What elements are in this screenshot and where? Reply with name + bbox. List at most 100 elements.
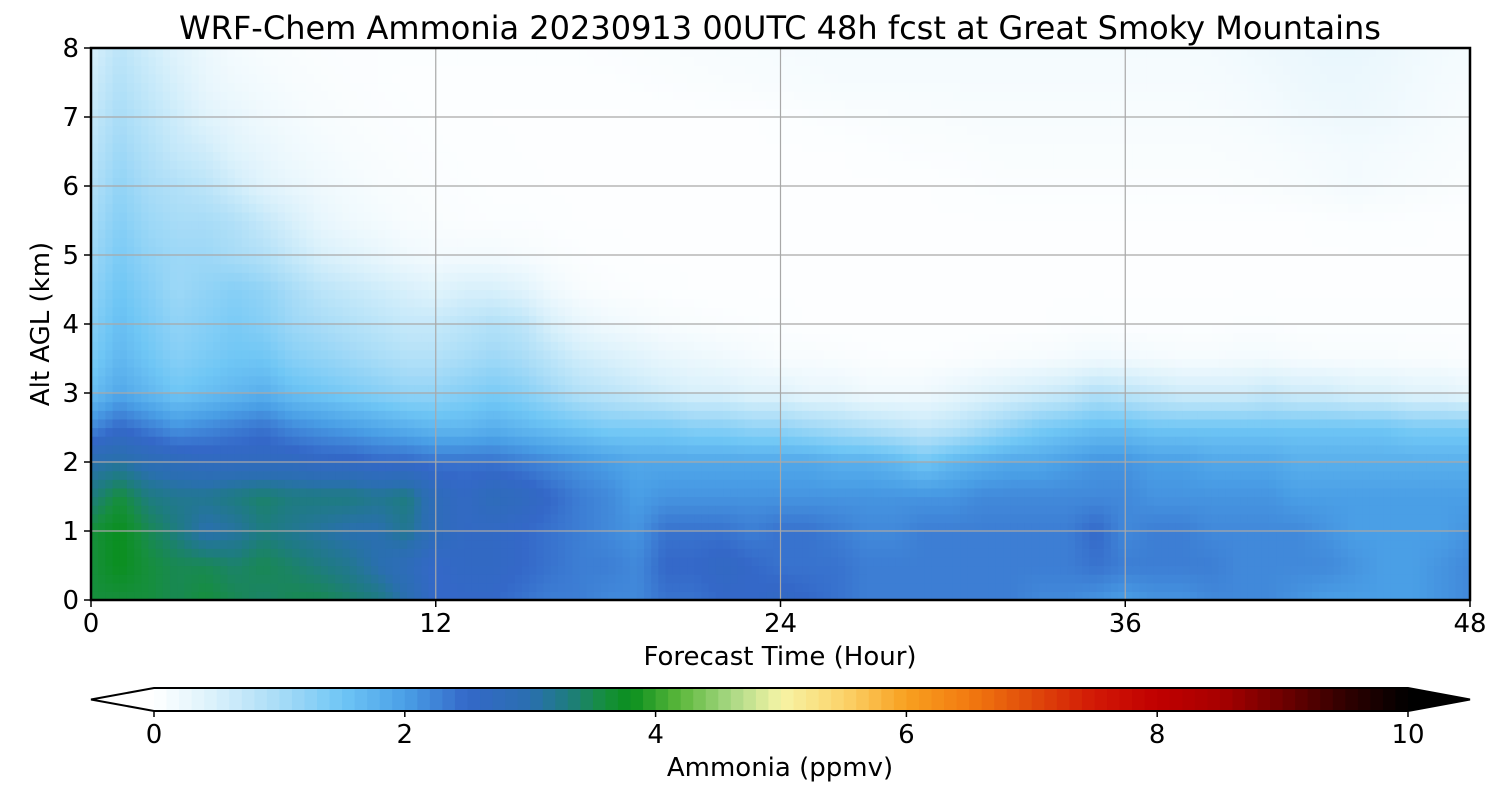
heatmap-cell <box>1398 479 1406 489</box>
heatmap-cell <box>974 453 983 463</box>
heatmap-cell <box>1383 574 1392 584</box>
heatmap-cell <box>1297 591 1306 600</box>
heatmap-cell <box>313 531 322 541</box>
heatmap-cell <box>213 548 221 558</box>
heatmap-cell <box>1419 574 1428 584</box>
heatmap-cell <box>1398 462 1406 472</box>
heatmap-cell <box>543 436 552 446</box>
heatmap-cell <box>723 539 731 549</box>
heatmap-cell <box>198 393 207 403</box>
heatmap-cell <box>342 393 351 403</box>
heatmap-cell <box>1355 393 1363 403</box>
heatmap-cell <box>256 436 264 446</box>
heatmap-cell <box>701 418 710 429</box>
heatmap-cell <box>1211 539 1220 549</box>
heatmap-cell <box>313 487 322 498</box>
heatmap-cell <box>1319 582 1327 592</box>
heatmap-cell <box>486 505 494 515</box>
heatmap-cell <box>148 574 157 584</box>
heatmap-cell <box>500 436 509 446</box>
heatmap-cell <box>1398 556 1406 567</box>
heatmap-cell <box>665 462 674 472</box>
heatmap-cell <box>1175 556 1184 567</box>
heatmap-cell <box>263 427 272 437</box>
heatmap-cell <box>162 470 171 480</box>
heatmap-cell <box>270 375 279 385</box>
heatmap-cell <box>1211 565 1220 575</box>
heatmap-cell <box>292 505 300 515</box>
heatmap-cell <box>363 384 372 394</box>
heatmap-cell <box>500 582 509 592</box>
heatmap-cell <box>191 401 200 411</box>
heatmap-cell <box>170 582 178 592</box>
heatmap-cell <box>464 591 473 600</box>
heatmap-cell <box>687 487 695 498</box>
heatmap-cell <box>435 505 444 515</box>
heatmap-cell <box>723 470 731 480</box>
heatmap-cell <box>112 539 121 549</box>
heatmap-cell <box>435 556 444 567</box>
heatmap-cell <box>162 462 171 472</box>
heatmap-cell <box>794 401 803 411</box>
heatmap-cell <box>1441 591 1450 600</box>
heatmap-cell <box>1053 574 1062 584</box>
heatmap-cell <box>1168 591 1177 600</box>
heatmap-cell <box>1046 444 1055 454</box>
heatmap-cell <box>105 565 114 575</box>
heatmap-cell <box>1182 496 1191 506</box>
heatmap-cell <box>557 487 566 498</box>
heatmap-cell <box>284 531 293 541</box>
heatmap-cell <box>1462 393 1470 403</box>
heatmap-cell <box>881 410 889 420</box>
heatmap-cell <box>938 436 947 446</box>
heatmap-cell <box>1462 401 1470 411</box>
heatmap-cell <box>744 522 753 532</box>
heatmap-cell <box>895 565 904 575</box>
heatmap-cell <box>1383 393 1392 403</box>
heatmap-cell <box>263 384 272 394</box>
heatmap-cell <box>457 470 466 480</box>
heatmap-cell <box>1376 574 1385 584</box>
heatmap-cell <box>1046 384 1055 394</box>
heatmap-cell <box>177 496 185 506</box>
heatmap-cell <box>478 444 487 454</box>
heatmap-cell <box>1426 496 1435 506</box>
heatmap-cell <box>1319 556 1327 567</box>
heatmap-cell <box>945 531 954 541</box>
heatmap-cell <box>198 531 207 541</box>
heatmap-cell <box>155 453 164 463</box>
heatmap-cell <box>572 531 580 541</box>
heatmap-cell <box>1139 384 1148 394</box>
heatmap-cell <box>794 375 803 385</box>
heatmap-cell <box>823 582 832 592</box>
heatmap-cell <box>780 548 789 558</box>
heatmap-cell <box>486 470 494 480</box>
heatmap-cell <box>342 436 351 446</box>
heatmap-cell <box>679 427 688 437</box>
heatmap-cell <box>277 582 286 592</box>
heatmap-cell <box>1132 539 1141 549</box>
heatmap-cell <box>988 444 997 454</box>
heatmap-cell <box>1204 582 1213 592</box>
heatmap-cell <box>737 574 746 584</box>
heatmap-cell <box>292 393 300 403</box>
heatmap-cell <box>737 539 746 549</box>
heatmap-cell <box>1146 436 1155 446</box>
heatmap-cell <box>1462 462 1470 472</box>
heatmap-cell <box>902 427 911 437</box>
heatmap-cell <box>708 513 717 523</box>
heatmap-cell <box>1304 505 1313 515</box>
heatmap-cell <box>787 487 796 498</box>
heatmap-cell <box>1197 393 1205 403</box>
heatmap-cell <box>1118 539 1126 549</box>
heatmap-cell <box>809 384 818 394</box>
heatmap-cell <box>816 574 825 584</box>
heatmap-cell <box>715 427 724 437</box>
heatmap-cell <box>1276 496 1284 506</box>
heatmap-cell <box>478 401 487 411</box>
heatmap-cell <box>608 505 616 515</box>
heatmap-cell <box>974 574 983 584</box>
heatmap-cell <box>1024 410 1033 420</box>
heatmap-cell <box>521 401 530 411</box>
heatmap-cell <box>995 427 1004 437</box>
